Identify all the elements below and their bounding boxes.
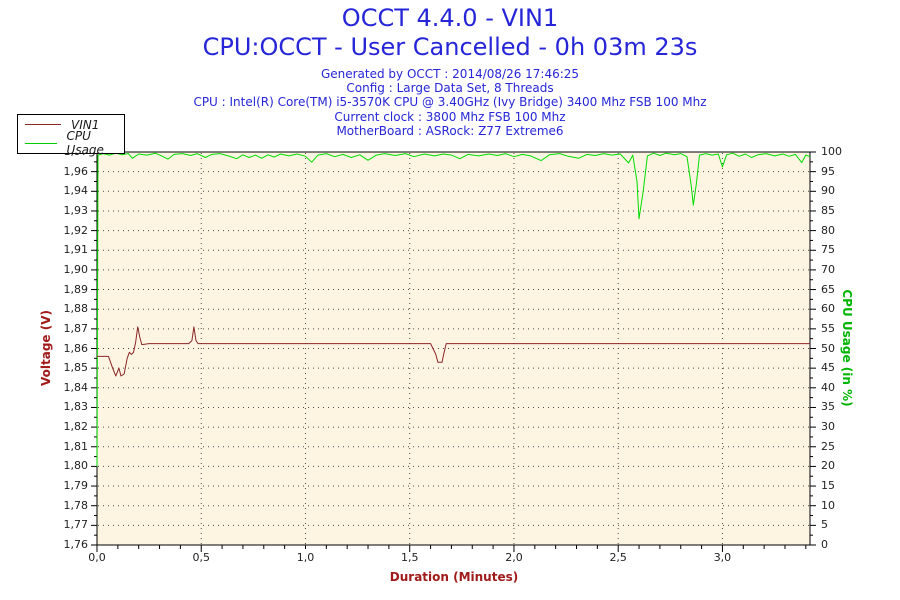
y-right-tick-label: 35	[821, 400, 835, 414]
y-right-tick-label: 40	[821, 380, 835, 394]
y-right-tick-label: 5	[821, 518, 828, 532]
y-left-tick-label: 1,87	[63, 321, 89, 335]
series-cpu-usage	[96, 152, 811, 467]
y-right-tick-label: 50	[821, 341, 835, 355]
y-left-tick-label: 1,89	[63, 282, 89, 296]
y-right-tick-label: 75	[821, 243, 835, 257]
series-vin1	[97, 326, 810, 377]
y-right-tick-label: 100	[821, 145, 842, 158]
y-left-tick-label: 1,94	[63, 184, 89, 198]
y-left-tick-label: 1,84	[63, 380, 89, 394]
legend-item: VIN1	[18, 116, 124, 133]
info-line: CPU : Intel(R) Core(TM) i5-3570K CPU @ 3…	[193, 95, 707, 110]
legend: VIN1 CPU Usage	[17, 114, 125, 157]
legend-item: CPU Usage	[18, 129, 124, 157]
y-right-tick-label: 90	[821, 184, 835, 198]
x-tick-label: 2,5	[609, 551, 627, 564]
x-tick-label: 0,0	[88, 551, 106, 564]
y-right-tick-label: 70	[821, 262, 835, 276]
y-right-axis-title: CPU Usage (in %)	[840, 289, 854, 407]
y-left-tick-label: 1,80	[63, 459, 89, 473]
legend-line-sample	[25, 142, 57, 144]
y-right-tick-label: 80	[821, 223, 835, 237]
info-line: Generated by OCCT : 2014/08/26 17:46:25	[320, 67, 580, 81]
x-tick-label: 0,5	[192, 551, 210, 564]
y-left-tick-label: 1,88	[63, 302, 89, 316]
x-tick-label: 1,0	[296, 551, 315, 564]
y-left-tick-label: 1,76	[63, 538, 89, 551]
y-right-tick-label: 55	[821, 321, 835, 335]
y-right-tick-label: 95	[821, 164, 835, 178]
legend-label: CPU Usage	[66, 129, 104, 158]
page-title: OCCT 4.4.0 - VIN1	[341, 4, 559, 32]
y-right-tick-label: 20	[821, 459, 835, 473]
info-line: Config : Large Data Set, 8 Threads	[346, 81, 554, 96]
y-right-tick-label: 25	[821, 439, 835, 453]
y-right-tick-label: 45	[821, 361, 835, 375]
y-left-tick-label: 1,91	[63, 243, 89, 257]
y-left-tick-label: 1,78	[63, 498, 89, 512]
legend-line-sample	[25, 124, 61, 126]
y-right-tick-label: 10	[821, 498, 835, 512]
legend-label: VIN1	[71, 117, 100, 132]
system-info-block: Generated by OCCT : 2014/08/26 17:46:25 C…	[0, 67, 900, 138]
x-tick-label: 2,0	[505, 551, 523, 564]
y-left-tick-label: 1,96	[63, 164, 89, 178]
info-line: MotherBoard : ASRock: Z77 Extreme6	[336, 123, 564, 138]
y-left-tick-label: 1,93	[63, 203, 89, 217]
y-right-tick-label: 30	[821, 420, 835, 434]
info-line: Current clock : 3800 Mhz FSB 100 Mhz	[334, 109, 566, 124]
x-tick-label: 1,5	[400, 551, 419, 564]
y-left-tick-label: 1,82	[63, 420, 89, 434]
x-axis-title: Duration (Minutes)	[389, 570, 519, 584]
y-left-tick-label: 1,90	[63, 262, 89, 276]
y-left-tick-label: 1,77	[63, 518, 89, 532]
y-left-tick-label: 1,86	[63, 341, 89, 355]
y-right-tick-label: 85	[821, 203, 835, 217]
y-left-tick-label: 1,81	[63, 439, 89, 453]
y-right-tick-label: 65	[821, 282, 835, 296]
y-left-tick-label: 1,92	[63, 223, 89, 237]
y-left-tick-label: 1,79	[63, 479, 89, 493]
y-right-tick-label: 15	[821, 479, 835, 493]
y-left-tick-label: 1,83	[63, 400, 89, 414]
y-left-axis-title: Voltage (V)	[39, 310, 53, 386]
x-tick-label: 3,0	[713, 551, 732, 564]
page-subtitle: CPU:OCCT - User Cancelled - 0h 03m 23s	[202, 33, 698, 61]
y-right-tick-label: 0	[821, 538, 828, 551]
y-right-tick-label: 60	[821, 302, 835, 316]
y-left-tick-label: 1,85	[63, 361, 89, 375]
